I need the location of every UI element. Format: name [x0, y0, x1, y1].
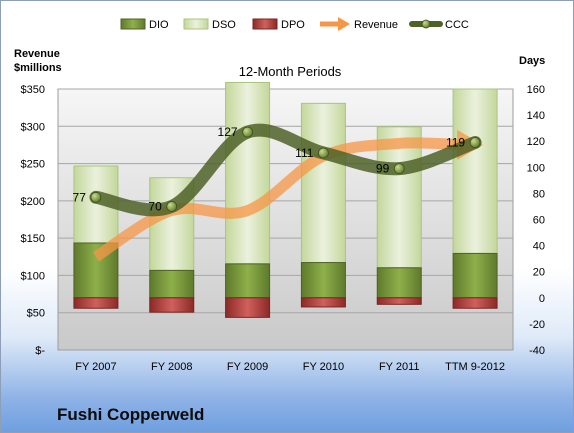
- legend-label-dso: DSO: [212, 19, 236, 31]
- right-tick-label: 80: [533, 188, 545, 200]
- dso-bar: [300, 102, 346, 264]
- dpo-bar: [376, 297, 422, 305]
- dpo-bar: [452, 297, 498, 309]
- category-label: FY 2011: [379, 361, 420, 373]
- dpo-bar: [300, 297, 346, 308]
- category-label: TTM 9-2012: [445, 361, 505, 373]
- ccc-point: [318, 147, 329, 159]
- ccc-data-label: 70: [148, 199, 162, 213]
- legend-swatch-dso: [183, 18, 209, 30]
- ccc-data-label: 77: [73, 190, 87, 204]
- chart-title: 12-Month Periods: [239, 64, 342, 79]
- ccc-data-label: 111: [295, 146, 314, 160]
- gridlines: [58, 88, 513, 314]
- right-tick-label: 20: [533, 267, 545, 279]
- dio-bar: [452, 252, 498, 299]
- ccc-point: [90, 191, 102, 203]
- left-axis-title-line1: Revenue: [14, 48, 60, 60]
- legend-arrow-revenue: [338, 17, 350, 31]
- category-label: FY 2009: [227, 361, 268, 373]
- right-tick-label: 60: [533, 215, 545, 227]
- right-tick-label: 100: [527, 162, 545, 174]
- legend-label-ccc: CCC: [445, 19, 469, 31]
- left-tick-label: $50: [27, 308, 45, 320]
- left-tick-label: $250: [21, 159, 45, 171]
- right-tick-label: -40: [529, 345, 545, 357]
- ccc-point: [242, 126, 253, 138]
- left-tick-label: $350: [21, 84, 45, 96]
- left-tick-label: $-: [35, 345, 45, 357]
- right-axis-title: Days: [519, 55, 545, 67]
- ccc-data-label: 119: [446, 136, 465, 150]
- left-tick-label: $200: [21, 196, 45, 208]
- dso-bar: [225, 81, 271, 265]
- legend-label-revenue: Revenue: [354, 19, 398, 31]
- right-tick-label: 160: [527, 84, 545, 96]
- line-series: 77 70 127 111 99 119: [73, 123, 484, 262]
- dpo-bar: [73, 297, 119, 309]
- ccc-data-label: 99: [376, 162, 390, 176]
- dpo-bar: [225, 297, 271, 318]
- dio-bar: [225, 263, 271, 299]
- right-tick-label: 40: [533, 241, 545, 253]
- ccc-line: [89, 123, 482, 217]
- dso-bar: [376, 126, 422, 269]
- left-axis-title-line2: $millions: [14, 62, 62, 74]
- left-tick-label: $300: [21, 121, 45, 133]
- dso-bar: [452, 88, 498, 254]
- legend-swatch-dio: [120, 18, 146, 30]
- ccc-data-label: 127: [218, 125, 238, 139]
- right-tick-label: 140: [527, 110, 545, 122]
- legend-swatch-dpo: [252, 18, 278, 30]
- right-tick-label: -20: [529, 319, 545, 331]
- legend-dot-ccc: [421, 19, 431, 29]
- dio-bar: [376, 267, 422, 299]
- right-tick-label: 120: [527, 136, 545, 148]
- dio-bar: [149, 269, 195, 299]
- category-label: FY 2010: [303, 361, 344, 373]
- category-label: FY 2008: [151, 361, 192, 373]
- left-tick-label: $100: [21, 270, 45, 282]
- dpo-bar: [149, 297, 195, 313]
- ccc-point: [469, 137, 481, 148]
- ccc-point: [166, 201, 178, 212]
- company-name: Fushi Copperweld: [57, 405, 205, 424]
- legend-label-dpo: DPO: [281, 19, 305, 31]
- plot-area: [57, 88, 514, 351]
- axes: $- $50 $100 $150 $200 $250 $300 $350 -40 -20 0 20 40…: [21, 84, 545, 373]
- dio-bar: [300, 262, 346, 299]
- right-tick-label: 0: [539, 293, 545, 305]
- legend-label-dio: DIO: [149, 19, 169, 31]
- category-label: FY 2007: [75, 361, 116, 373]
- ccc-point: [393, 163, 405, 175]
- left-tick-label: $150: [21, 233, 45, 245]
- legend: DIO DSO DPO Revenue CCC: [120, 17, 469, 31]
